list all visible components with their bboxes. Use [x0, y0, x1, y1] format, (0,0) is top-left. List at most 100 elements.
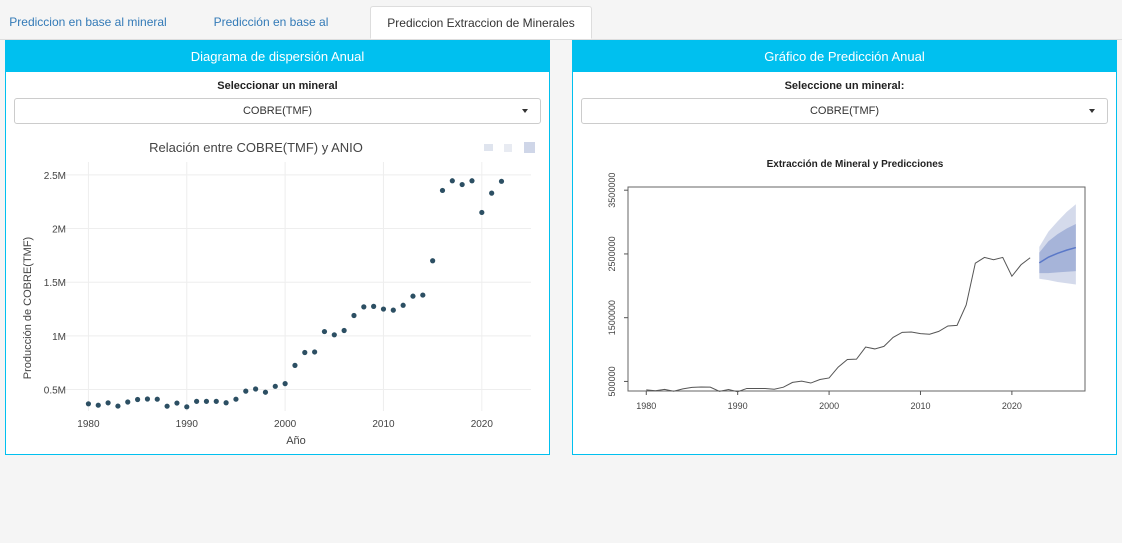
scatter-point[interactable] — [312, 349, 318, 355]
scatter-x-tick-labels: 1980 1990 2000 2010 2020 — [77, 419, 493, 430]
y-tick-label: 1500000 — [607, 300, 617, 335]
scatter-chart-title: Relación entre COBRE(TMF) y ANIO — [149, 140, 363, 155]
scatter-point[interactable] — [154, 396, 160, 402]
x-tick-label: 2000 — [274, 419, 297, 430]
scatter-point[interactable] — [203, 398, 210, 404]
scatter-point[interactable] — [233, 396, 239, 402]
right-select-label: Seleccione un mineral: — [784, 80, 905, 92]
scatter-point[interactable] — [223, 400, 229, 406]
x-tick-label: 2020 — [1002, 401, 1022, 411]
scatter-point[interactable] — [144, 396, 151, 402]
scatter-point[interactable] — [213, 398, 219, 404]
scatter-point[interactable] — [380, 306, 387, 312]
scatter-point[interactable] — [449, 178, 455, 184]
tab-prediccion-mineral[interactable]: Prediccion en base al mineral — [9, 15, 167, 29]
scatter-gridlines — [54, 162, 531, 411]
y-tick-label: 2.5M — [44, 171, 66, 182]
scatter-point[interactable] — [498, 178, 505, 184]
scatter-point[interactable] — [115, 403, 121, 409]
right-mineral-select[interactable]: COBRE(TMF) — [581, 98, 1108, 124]
scatter-point[interactable] — [479, 209, 485, 216]
scatter-point[interactable] — [489, 190, 495, 196]
history-line — [646, 256, 1031, 393]
tab-prediccion-anual[interactable]: Prediccion Extraccion de Minerales Anual — [370, 6, 592, 63]
scatter-x-axis-label: Año — [286, 435, 306, 447]
right-select-value: COBRE(TMF) — [809, 105, 880, 117]
scatter-point[interactable] — [420, 292, 426, 298]
zoom-icon[interactable] — [504, 144, 512, 152]
scatter-point[interactable] — [194, 398, 200, 404]
scatter-point[interactable] — [331, 332, 337, 338]
tab-prediccion-departamento[interactable]: Predicción en base al departamento — [213, 15, 329, 62]
scatter-point[interactable] — [125, 399, 131, 405]
prediction-chart-title: Extracción de Mineral y Predicciones — [767, 159, 944, 170]
scatter-point[interactable] — [85, 401, 92, 407]
scatter-point[interactable] — [400, 302, 406, 308]
scatter-point[interactable] — [430, 258, 436, 264]
y-tick-label: 2M — [52, 225, 66, 236]
x-tick-label: 1990 — [176, 419, 199, 430]
tab-bar: Prediccion en base al mineral Predicción… — [0, 0, 1122, 63]
forecast-line — [1038, 246, 1077, 264]
x-tick-label: 1980 — [636, 401, 656, 411]
x-tick-label: 2010 — [372, 419, 395, 430]
scatter-points — [85, 178, 505, 410]
chevron-down-icon — [522, 109, 528, 113]
scatter-point[interactable] — [302, 349, 308, 356]
x-tick-label: 2020 — [471, 419, 494, 430]
scatter-y-axis-label: Producción de COBRE(TMF) — [22, 237, 34, 379]
scatter-point[interactable] — [253, 386, 259, 392]
y-tick-label: 1M — [52, 332, 66, 343]
scatter-point[interactable] — [351, 312, 357, 319]
prediction-lines — [646, 246, 1077, 393]
scatter-point[interactable] — [321, 328, 328, 335]
x-tick-label: 2010 — [910, 401, 930, 411]
y-tick-label: 3500000 — [607, 173, 617, 208]
scatter-chart: Relación entre COBRE(TMF) y ANIO 0.5M 1M 1… — [22, 140, 535, 447]
y-tick-label: 500000 — [607, 366, 617, 396]
y-tick-label: 0.5M — [44, 386, 66, 397]
prediction-intervals — [1039, 204, 1076, 285]
x-tick-label: 2000 — [819, 401, 839, 411]
plot-toolbar — [484, 142, 535, 153]
scatter-point[interactable] — [105, 400, 111, 406]
scatter-point[interactable] — [272, 383, 278, 389]
prediction-panel-title: Gráfico de Predicción Anual — [573, 41, 1116, 72]
scatter-y-tick-labels: 0.5M 1M 1.5M 2M 2.5M — [44, 171, 66, 397]
scatter-point[interactable] — [459, 181, 465, 188]
scatter-point[interactable] — [282, 381, 288, 387]
prediction-interval-95 — [1039, 204, 1076, 285]
scatter-point[interactable] — [390, 307, 396, 313]
scatter-point[interactable] — [174, 400, 180, 406]
scatter-point[interactable] — [134, 396, 141, 403]
scatter-point[interactable] — [439, 187, 446, 194]
scatter-panel-title: Diagrama de dispersión Anual — [6, 41, 549, 72]
prediction-plot-frame — [627, 186, 1086, 392]
y-tick-label: 2500000 — [607, 236, 617, 271]
plotly-logo-icon[interactable] — [524, 142, 535, 153]
prediction-panel: Gráfico de Predicción Anual Seleccione u… — [572, 40, 1117, 455]
scatter-point[interactable] — [243, 388, 249, 394]
scatter-point[interactable] — [410, 293, 416, 299]
scatter-panel: Diagrama de dispersión Anual Seleccionar… — [5, 40, 550, 455]
camera-icon[interactable] — [484, 144, 493, 151]
prediction-interval-80 — [1039, 223, 1076, 274]
scatter-point[interactable] — [341, 327, 347, 334]
scatter-point[interactable] — [292, 362, 298, 368]
scatter-point[interactable] — [371, 303, 377, 309]
prediction-chart: Extracción de Mineral y Predicciones 198… — [607, 159, 1086, 411]
left-select-value: COBRE(TMF) — [242, 105, 313, 117]
x-tick-label: 1990 — [728, 401, 748, 411]
left-mineral-select[interactable]: COBRE(TMF) — [14, 98, 541, 124]
left-select-label: Seleccionar un mineral — [217, 80, 338, 92]
x-tick-label: 1980 — [77, 419, 100, 430]
chevron-down-icon — [1089, 109, 1095, 113]
scatter-point[interactable] — [95, 402, 101, 408]
scatter-point[interactable] — [361, 304, 367, 310]
y-tick-label: 1.5M — [44, 278, 66, 289]
scatter-point[interactable] — [262, 389, 269, 395]
prediction-axes: 1980 1990 2000 2010 2020 500000 1500000 2500000… — [607, 173, 1022, 411]
scatter-point[interactable] — [164, 403, 170, 409]
scatter-point[interactable] — [184, 404, 190, 410]
scatter-point[interactable] — [469, 178, 475, 184]
